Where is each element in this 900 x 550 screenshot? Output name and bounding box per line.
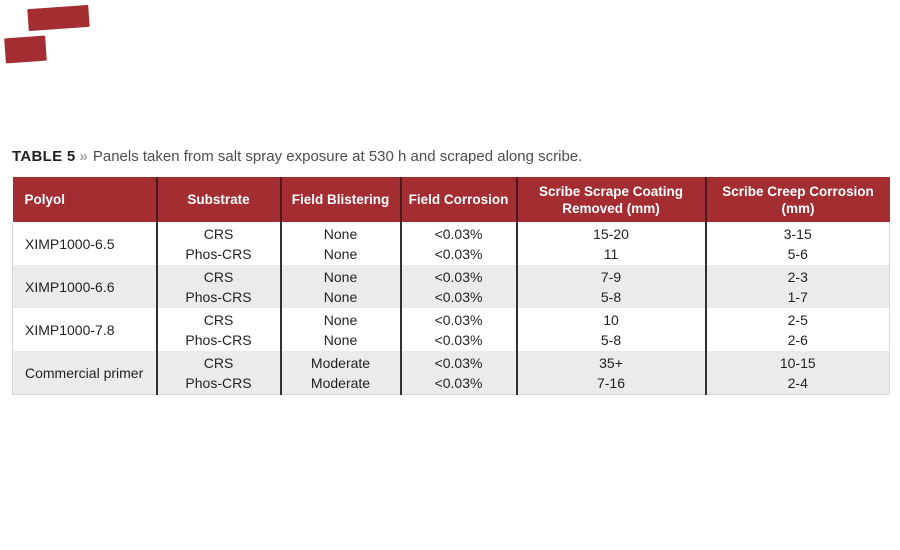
cell-line: 2-4 [787, 374, 808, 391]
table-caption: TABLE 5» Panels taken from salt spray exp… [12, 147, 582, 167]
cell-line: <0.03% [434, 225, 483, 242]
cell-line: 10 [603, 311, 619, 328]
cell-line: Phos-CRS [185, 374, 252, 391]
cell-scribe-scrape: 7-9 5-8 [516, 265, 707, 308]
table-caption-label: TABLE 5 [12, 148, 76, 165]
cell-field-corrosion: <0.03% <0.03% [400, 351, 518, 395]
header-label: Polyol [24, 192, 66, 207]
cell-line: Moderate [310, 354, 371, 371]
cell-line: CRS [203, 354, 234, 371]
header-label: Substrate [187, 192, 250, 207]
cell-scribe-scrape: 10 5-8 [516, 308, 707, 351]
table-row: XIMP1000-6.5 CRS Phos-CRS None None <0.03%… [12, 222, 890, 265]
cell-line: Phos-CRS [185, 288, 252, 305]
cell-line: None [323, 331, 358, 348]
cell-line: Phos-CRS [185, 245, 252, 262]
cell-substrate: CRS Phos-CRS [156, 351, 282, 395]
table-row: Commercial primer CRS Phos-CRS Moderate Mo… [12, 351, 890, 395]
cell-polyol: XIMP1000-6.5 [12, 222, 158, 265]
table-caption-text: Panels taken from salt spray exposure at… [92, 148, 583, 165]
data-table: Polyol Substrate Field Blistering Field … [12, 177, 890, 395]
cell-line: None [323, 288, 358, 305]
cell-line: 5-8 [600, 331, 622, 348]
header-cell-substrate: Substrate [156, 177, 282, 222]
cell-scribe-creep: 10-15 2-4 [705, 351, 890, 395]
cell-line: 1-7 [787, 288, 808, 305]
cell-line: None [323, 268, 358, 285]
cell-line: 2-5 [787, 311, 808, 328]
cell-line: <0.03% [434, 331, 483, 348]
cell-line: CRS [203, 225, 234, 242]
cell-line: 2-6 [787, 331, 808, 348]
cell-polyol: Commercial primer [12, 351, 158, 395]
cell-line: CRS [203, 311, 234, 328]
header-label: Scribe Scrape Coating [538, 183, 684, 199]
cell-line: 5-6 [787, 245, 808, 262]
header-label: Scribe Creep Corrosion [722, 183, 874, 199]
red-decor-mark-bottom [4, 35, 47, 64]
cell-field-blistering: Moderate Moderate [280, 351, 402, 395]
cell-line: Phos-CRS [185, 331, 252, 348]
cell-field-blistering: None None [280, 265, 402, 308]
cell-line: None [323, 245, 358, 262]
table-header-row: Polyol Substrate Field Blistering Field … [12, 177, 890, 222]
table-row: XIMP1000-7.8 CRS Phos-CRS None None <0.03%… [12, 308, 890, 351]
header-label: (mm) [781, 200, 815, 216]
header-label: Removed (mm) [562, 200, 660, 216]
cell-polyol: XIMP1000-7.8 [12, 308, 158, 351]
cell-field-blistering: None None [280, 308, 402, 351]
cell-line: 11 [603, 245, 619, 262]
cell-line: None [323, 225, 358, 242]
cell-line: 2-3 [787, 268, 808, 285]
cell-line: <0.03% [434, 311, 483, 328]
cell-scribe-scrape: 15-20 11 [516, 222, 707, 265]
cell-substrate: CRS Phos-CRS [156, 308, 282, 351]
cell-line: 7-9 [600, 268, 622, 285]
cell-line: <0.03% [434, 288, 483, 305]
caption-chevrons-icon: » [79, 148, 88, 165]
cell-line: 10-15 [779, 354, 816, 371]
cell-line: 7-16 [596, 374, 626, 391]
cell-line: 15-20 [593, 225, 629, 242]
cell-line: 35+ [599, 354, 623, 371]
cell-field-corrosion: <0.03% <0.03% [400, 265, 518, 308]
cell-scribe-creep: 3-15 5-6 [705, 222, 890, 265]
table-row: XIMP1000-6.6 CRS Phos-CRS None None <0.03%… [12, 265, 890, 308]
cell-line: <0.03% [434, 245, 483, 262]
cell-substrate: CRS Phos-CRS [156, 265, 282, 308]
cell-line: 5-8 [600, 288, 622, 305]
header-cell-field-corrosion: Field Corrosion [400, 177, 518, 222]
cell-line: <0.03% [434, 374, 483, 391]
cell-line: None [323, 311, 358, 328]
cell-polyol: XIMP1000-6.6 [12, 265, 158, 308]
cell-scribe-scrape: 35+ 7-16 [516, 351, 707, 395]
cell-line: CRS [203, 268, 234, 285]
cell-field-corrosion: <0.03% <0.03% [400, 308, 518, 351]
cell-line: Moderate [310, 374, 371, 391]
cell-substrate: CRS Phos-CRS [156, 222, 282, 265]
header-cell-scribe-scrape: Scribe Scrape Coating Removed (mm) [516, 177, 707, 222]
cell-line: 3-15 [783, 225, 812, 242]
cell-field-blistering: None None [280, 222, 402, 265]
header-cell-field-blistering: Field Blistering [280, 177, 402, 222]
header-cell-polyol: Polyol [12, 177, 158, 222]
cell-scribe-creep: 2-3 1-7 [705, 265, 890, 308]
cell-scribe-creep: 2-5 2-6 [705, 308, 890, 351]
header-cell-scribe-creep: Scribe Creep Corrosion (mm) [705, 177, 890, 222]
header-label: Field Blistering [291, 192, 390, 207]
cell-line: <0.03% [434, 268, 483, 285]
cell-field-corrosion: <0.03% <0.03% [400, 222, 518, 265]
red-decor-mark-top [27, 4, 90, 32]
header-label: Field Corrosion [408, 192, 509, 207]
cell-line: <0.03% [434, 354, 483, 371]
